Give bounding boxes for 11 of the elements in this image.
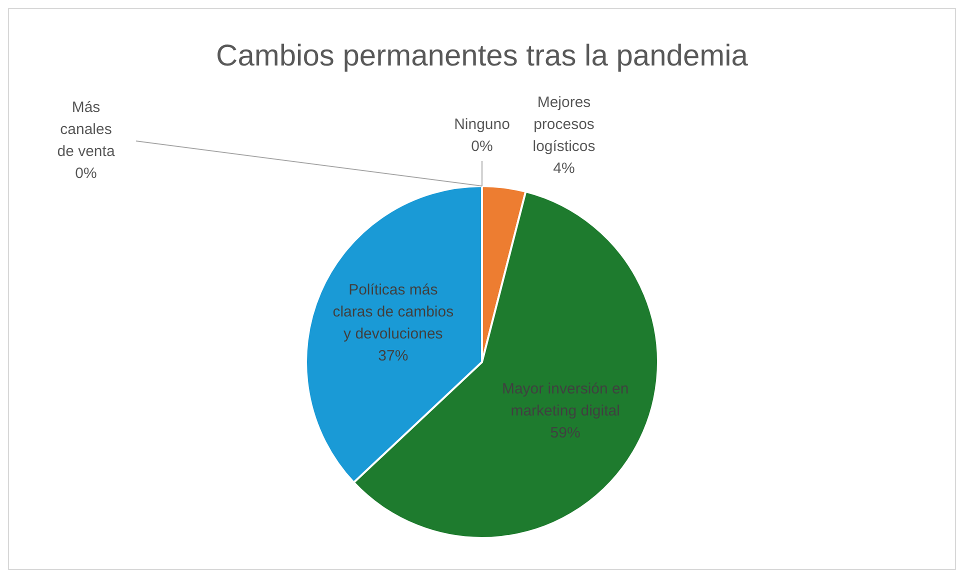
data-label: 4%: [553, 160, 575, 178]
data-label: 37%: [378, 348, 408, 365]
data-label: 59%: [550, 424, 580, 442]
category-label: Ninguno: [454, 116, 510, 134]
text: 0%: [75, 165, 97, 182]
slice-label: Mayor inversión en marketing digital: [502, 380, 629, 420]
text: 0%: [471, 138, 493, 156]
category-label: Más canales de venta: [57, 99, 115, 160]
slice-label: Mejores procesos logísticos: [532, 94, 596, 156]
chart-title: Cambios permanentes tras la pandemia: [216, 39, 748, 72]
slice-label: Políticas más claras de cambios y devoluciones: [332, 282, 454, 343]
